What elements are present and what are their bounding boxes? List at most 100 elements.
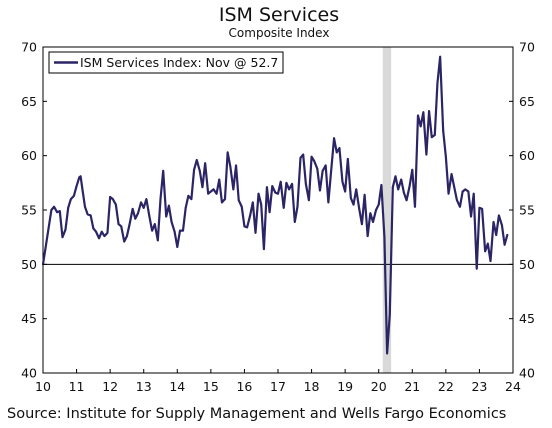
data-point: [361, 223, 363, 226]
data-point: [408, 185, 411, 187]
data-point: [142, 206, 145, 209]
data-point: [226, 151, 229, 154]
data-point: [204, 162, 207, 165]
data-point: [69, 198, 72, 201]
y-tick-label-left: 60: [21, 148, 37, 163]
x-tick-label: 24: [505, 379, 521, 394]
source-note: Source: Institute for Supply Management …: [7, 406, 506, 422]
data-point: [484, 250, 487, 253]
legend: ISM Services Index: Nov @ 52.7: [48, 51, 284, 74]
data-point: [75, 185, 78, 187]
data-point: [307, 199, 310, 202]
x-tick-label: 17: [270, 379, 286, 394]
data-point: [232, 188, 235, 191]
data-point: [319, 189, 321, 192]
x-tick-label: 20: [371, 379, 387, 394]
data-point: [450, 173, 453, 176]
data-point: [375, 209, 377, 211]
data-point: [430, 136, 433, 139]
data-point: [114, 203, 117, 206]
data-point: [402, 191, 405, 194]
data-point: [209, 190, 212, 193]
data-point: [400, 178, 403, 181]
data-point: [388, 313, 391, 316]
data-point: [140, 201, 142, 204]
data-point: [100, 230, 103, 233]
y-tick-label-right: 60: [519, 148, 535, 163]
data-point: [173, 230, 176, 233]
data-point: [363, 193, 366, 196]
x-tick-label: 22: [438, 379, 454, 394]
y-tick-label-right: 45: [519, 311, 535, 326]
recession-shading-layer: [382, 47, 392, 373]
data-point: [377, 203, 380, 206]
data-point: [433, 134, 436, 136]
data-point: [61, 236, 64, 239]
data-point: [358, 208, 361, 210]
data-point: [260, 203, 263, 206]
data-point: [495, 234, 498, 236]
y-tick-label-right: 55: [519, 203, 535, 218]
data-point: [251, 201, 254, 204]
y-tick-label-right: 65: [519, 94, 535, 109]
data-point: [128, 223, 131, 226]
data-point: [89, 214, 92, 217]
data-point: [187, 194, 190, 197]
y-axis-right: 40 45 50 55 60 65 70: [509, 40, 535, 381]
data-point: [405, 199, 408, 202]
data-point: [56, 211, 58, 214]
data-point: [221, 201, 223, 204]
data-point: [352, 203, 355, 206]
chart-title: ISM Services: [219, 4, 339, 26]
data-point: [159, 198, 162, 201]
data-point: [72, 194, 75, 197]
data-point: [64, 228, 67, 231]
data-point: [444, 155, 447, 158]
data-point: [464, 188, 467, 191]
x-tick-label: 11: [69, 379, 85, 394]
data-point: [453, 186, 456, 189]
data-point: [182, 229, 184, 232]
data-point: [263, 248, 265, 251]
data-point: [475, 267, 478, 270]
data-point: [274, 191, 277, 194]
data-point: [153, 223, 156, 226]
x-tick-label: 12: [102, 379, 118, 394]
y-tick-label-left: 55: [21, 203, 37, 218]
data-point: [333, 137, 335, 140]
data-point: [386, 352, 389, 355]
data-point: [134, 217, 137, 220]
data-point: [439, 55, 442, 58]
data-point: [369, 212, 372, 215]
data-point: [503, 243, 506, 246]
data-point: [156, 239, 159, 242]
data-point: [383, 236, 386, 239]
data-point: [53, 205, 55, 208]
data-point: [277, 192, 279, 195]
x-tick-label: 14: [169, 379, 185, 394]
x-axis: 10 11 12 13 14 15 16 17 18 19 20 21 22 23 24: [35, 369, 521, 394]
data-point: [201, 186, 204, 189]
data-point: [489, 260, 492, 262]
x-tick-label: 21: [404, 379, 420, 394]
data-point: [288, 188, 290, 191]
data-point: [184, 206, 187, 209]
data-point: [498, 214, 500, 217]
data-point: [380, 184, 383, 186]
data-point: [481, 208, 484, 210]
data-point: [291, 183, 293, 185]
x-tick-label: 16: [236, 379, 252, 394]
data-point: [81, 187, 84, 190]
data-point: [240, 205, 243, 208]
data-point: [48, 219, 51, 222]
data-point: [254, 231, 257, 234]
data-point: [355, 188, 358, 191]
data-point: [338, 147, 341, 149]
x-tick-label: 23: [471, 379, 487, 394]
x-tick-label: 13: [136, 379, 152, 394]
data-point: [120, 225, 123, 228]
data-point: [190, 198, 193, 201]
data-point: [425, 153, 428, 156]
data-point: [456, 199, 458, 202]
data-point: [419, 125, 422, 128]
